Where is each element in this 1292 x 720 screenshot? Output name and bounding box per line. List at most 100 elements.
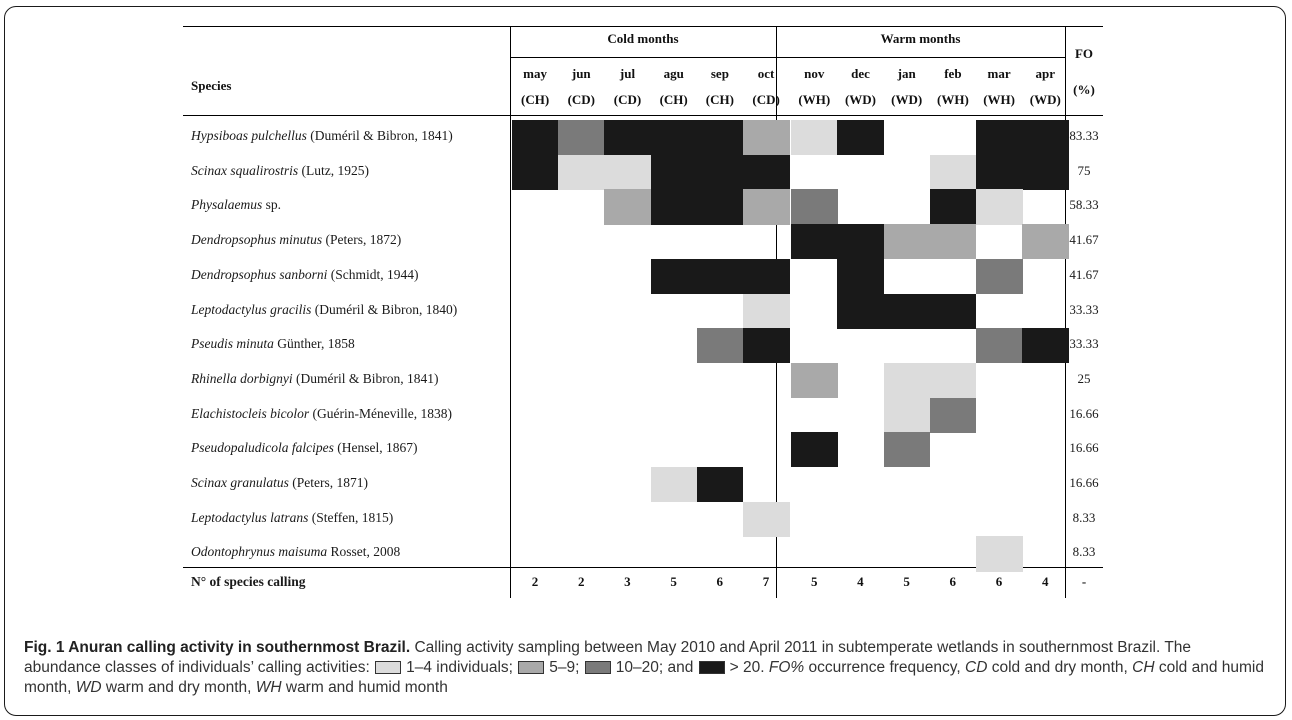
month-header: agu: [663, 66, 684, 81]
header-bottom-rule: [183, 115, 1103, 116]
species-name: Elachistocleis bicolor (Guérin-Méneville…: [191, 406, 452, 422]
species-authority: (Duméril & Bibron, 1840): [311, 301, 458, 317]
fo-value: 41.67: [1069, 266, 1099, 282]
activity-cell: [650, 258, 698, 294]
month-header: jan: [897, 66, 916, 81]
fo-value: 33.33: [1069, 336, 1099, 352]
species-authority: (Peters, 1872): [322, 232, 402, 248]
activity-cell: [1022, 328, 1069, 364]
species-authority: Günther, 1858: [273, 336, 355, 352]
activity-cell: [929, 397, 977, 433]
month-header: sep: [710, 66, 729, 81]
fo-def: occurrence frequency,: [804, 659, 965, 676]
month-climate-code: (CH): [521, 92, 550, 107]
species-authority: (Duméril & Bibron, 1841): [292, 370, 439, 386]
fo-value: 25: [1077, 370, 1091, 386]
activity-cell: [743, 501, 790, 537]
month-climate-code: (CH): [705, 92, 734, 107]
species-binomial: Scinax squalirostris: [191, 162, 299, 178]
species-binomial: Pseudopaludicola falcipes: [191, 440, 334, 456]
activity-cell: [743, 120, 790, 156]
species-binomial: Scinax granulatus: [191, 475, 289, 490]
species-binomial: Elachistocleis bicolor: [191, 405, 310, 421]
species-authority: (Schmidt, 1944): [327, 266, 419, 282]
species-count: 6: [995, 574, 1003, 589]
activity-cell: [976, 120, 1023, 156]
species-count: 2: [577, 574, 585, 589]
month-header: apr: [1035, 66, 1056, 81]
activity-cell: [929, 224, 977, 260]
activity-cell: [696, 189, 744, 225]
month-climate-code: (CD): [567, 92, 595, 107]
fig-label: Fig. 1: [24, 639, 65, 656]
cd-abbr: CD: [965, 659, 988, 676]
species-binomial: Dendropsophus sanborni: [191, 266, 328, 282]
activity-cell: [650, 120, 698, 156]
activity-cell: [650, 467, 698, 503]
species-count: 7: [762, 574, 770, 589]
class-3-label: 10–20; and: [615, 659, 694, 676]
species-binomial: Odontophrynus maisuma: [191, 544, 328, 560]
species-count: 4: [1041, 574, 1049, 589]
class-2-label: 5–9;: [549, 659, 580, 676]
activity-cell: [976, 536, 1023, 572]
activity-cell: [791, 432, 838, 468]
activity-cell: [604, 189, 652, 225]
species-name: Dendropsophus minutus (Peters, 1872): [191, 232, 401, 248]
activity-cell: [791, 362, 838, 399]
fo-value: 16.66: [1069, 440, 1099, 456]
activity-cell: [883, 362, 931, 399]
activity-cell: [929, 362, 977, 399]
activity-cell: [929, 154, 977, 190]
month-climate-code: (CD): [613, 92, 642, 107]
footer-label: N° of species calling: [191, 574, 306, 589]
fo-divider: [1065, 26, 1066, 598]
species-count: 4: [857, 574, 864, 589]
cold-months-header: Cold months: [607, 31, 679, 46]
species-count: 5: [810, 574, 818, 589]
month-header: dec: [851, 66, 870, 81]
activity-cell: [976, 258, 1023, 294]
species-authority: (Hensel, 1867): [333, 440, 418, 456]
fo-abbr: FO%: [768, 659, 805, 676]
species-authority: (Steffen, 1815): [308, 509, 394, 525]
activity-cell: [837, 293, 885, 329]
fo-value: 8.33: [1072, 544, 1096, 560]
month-climate-code: (WD): [891, 92, 923, 107]
body-bottom-rule: [183, 567, 1103, 568]
activity-cell: [743, 189, 790, 225]
month-climate-code: (WH): [798, 92, 831, 107]
month-header: oct: [757, 66, 775, 81]
activity-cell: [512, 120, 559, 156]
species-name: Leptodactylus latrans (Steffen, 1815): [191, 510, 393, 526]
fo-value: 8.33: [1072, 509, 1096, 525]
activity-cell: [791, 224, 838, 260]
species-count: 5: [670, 574, 677, 589]
species-name: Scinax granulatus (Peters, 1871): [191, 475, 368, 491]
activity-cell: [743, 258, 790, 294]
species-name: Pseudis minuta Günther, 1858: [191, 336, 355, 352]
activity-cell: [696, 258, 744, 294]
activity-cell: [743, 328, 790, 364]
species-count: 5: [903, 574, 910, 589]
activity-cell: [791, 120, 838, 156]
month-header: feb: [944, 66, 962, 81]
caption-title: Anuran calling activity in southernmost …: [64, 639, 411, 656]
cd-def: cold and dry month,: [987, 659, 1133, 676]
class-4-label: > 20.: [729, 659, 765, 676]
species-authority: (Duméril & Bibron, 1841): [306, 128, 453, 143]
species-authority: Rosset, 2008: [327, 544, 401, 560]
month-climate-code: (CH): [659, 92, 688, 107]
activity-cell: [604, 120, 652, 156]
species-name: Physalaemus sp.: [191, 197, 281, 213]
activity-cell: [883, 432, 931, 468]
swatch-1-4: [375, 661, 402, 674]
month-header: nov: [804, 66, 825, 81]
month-climate-code: (WH): [983, 92, 1015, 107]
activity-cell: [976, 154, 1023, 190]
month-climate-code: (CD): [752, 92, 780, 107]
species-name: Leptodactylus gracilis (Duméril & Bibron…: [191, 302, 457, 318]
activity-cell: [791, 189, 838, 225]
activity-cell: [837, 258, 885, 294]
species-count: 6: [949, 574, 957, 589]
